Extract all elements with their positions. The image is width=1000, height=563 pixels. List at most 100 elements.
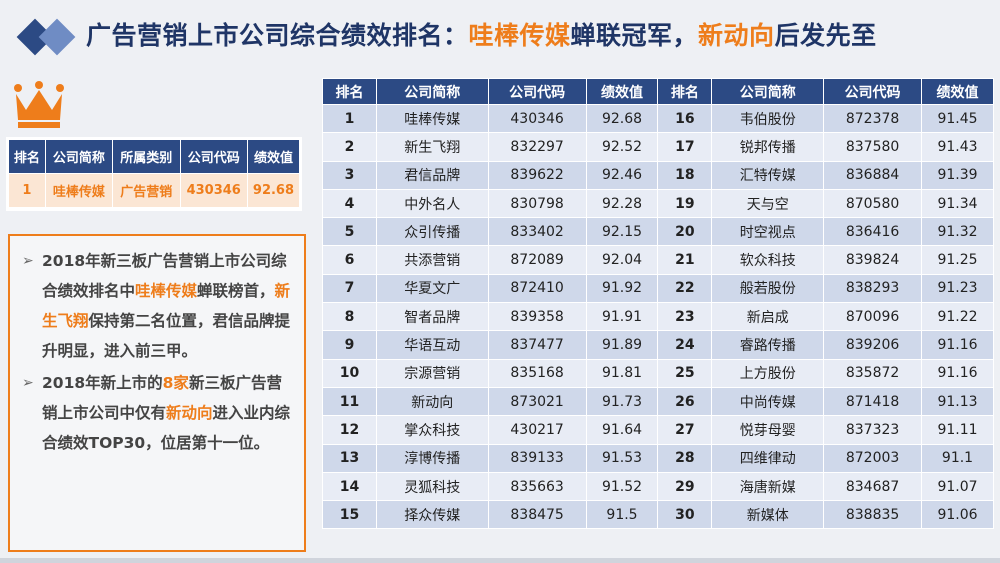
table-cell: 新生飞翔 (375, 132, 489, 162)
table-cell: 91.43 (921, 132, 994, 162)
table-cell: 91.34 (921, 188, 994, 219)
table-cell: 哇棒传媒 (375, 103, 489, 134)
table-row: 8 智者品牌 839358 91.91 23 新启成 870096 91.22 (322, 302, 994, 332)
table-cell: 广告营销 (112, 173, 181, 208)
table-cell: 5 (322, 217, 377, 247)
table-row: 1 哇棒传媒 430346 92.68 16 韦伯股份 872378 91.45 (322, 103, 994, 134)
table-row: 13 淳博传播 839133 91.53 28 四维律动 872003 91.1 (322, 443, 994, 473)
table-cell: 22 (657, 273, 713, 304)
table-cell: 时空视点 (711, 217, 825, 247)
table-row: 5 众引传播 833402 92.15 20 时空视点 836416 91.32 (322, 217, 994, 247)
table-cell: 92.52 (585, 132, 659, 162)
table-cell: 14 (322, 471, 377, 502)
table-cell: 91.73 (585, 386, 659, 417)
table-cell: 835663 (487, 471, 587, 502)
col-header: 公司简称 (375, 78, 489, 105)
table-cell: 91.22 (921, 302, 994, 332)
table-cell: 92.68 (246, 173, 301, 208)
table-row: 7 华夏文广 872410 91.92 22 般若股份 838293 91.23 (322, 273, 994, 304)
table-cell: 8 (322, 302, 377, 332)
table-cell: 838475 (487, 500, 587, 530)
table-cell: 834687 (823, 471, 923, 502)
table-cell: 92.04 (585, 245, 659, 275)
table-cell: 28 (657, 443, 713, 473)
table-cell: 91.16 (921, 330, 994, 360)
table-cell: 天与空 (711, 188, 825, 219)
table-row: 9 华语互动 837477 91.89 24 睿路传播 839206 91.16 (322, 330, 994, 360)
table-cell: 软众科技 (711, 245, 825, 275)
table-cell: 众引传播 (375, 217, 489, 247)
summary-bullet: ➢ 2018年新上市的8家新三板广告营销上市公司中仅有新动向进入业内综合绩效TO… (20, 368, 294, 458)
table-cell: 19 (657, 188, 713, 219)
table-row: 12 掌众科技 430217 91.64 27 悦芽母婴 837323 91.11 (322, 415, 994, 445)
table-cell: 11 (322, 386, 377, 417)
arrow-bullet-icon: ➢ (22, 375, 34, 391)
table-cell: 4 (322, 188, 377, 219)
table-cell: 26 (657, 386, 713, 417)
table-cell: 837323 (823, 415, 923, 445)
table-cell: 91.23 (921, 273, 994, 304)
table-cell: 18 (657, 160, 713, 190)
table-cell: 掌众科技 (375, 415, 489, 445)
table-cell: 灵狐科技 (375, 471, 489, 502)
bottom-bar (0, 558, 1000, 563)
table-cell: 833402 (487, 217, 587, 247)
table-row: 2 新生飞翔 832297 92.52 17 锐邦传播 837580 91.43 (322, 132, 994, 162)
table-cell: 27 (657, 415, 713, 445)
crown-icon (14, 81, 64, 128)
table-cell: 睿路传播 (711, 330, 825, 360)
table-cell: 91.1 (921, 443, 994, 473)
table-cell: 新媒体 (711, 500, 825, 530)
table-cell: 17 (657, 132, 713, 162)
table-cell: 837477 (487, 330, 587, 360)
table-cell: 悦芽母婴 (711, 415, 825, 445)
table-cell: 锐邦传播 (711, 132, 825, 162)
table-cell: 海唐新媒 (711, 471, 825, 502)
table-cell: 91.64 (585, 415, 659, 445)
page-title: 广告营销上市公司综合绩效排名：哇棒传媒蝉联冠军，新动向后发先至 (86, 21, 877, 50)
table-row: 6 共添营销 872089 92.04 21 软众科技 839824 91.25 (322, 245, 994, 275)
table-cell: 1 (322, 103, 377, 134)
table-cell: 91.5 (585, 500, 659, 530)
table-cell: 共添营销 (375, 245, 489, 275)
table-cell: 836416 (823, 217, 923, 247)
table-row: 1 哇棒传媒 广告营销 430346 92.68 (8, 173, 301, 208)
table-cell: 91.16 (921, 358, 994, 388)
table-cell: 华夏文广 (375, 273, 489, 304)
table-row: 15 择众传媒 838475 91.5 30 新媒体 838835 91.06 (322, 500, 994, 530)
col-header: 公司代码 (179, 139, 248, 174)
table-cell: 10 (322, 358, 377, 388)
table-cell: 25 (657, 358, 713, 388)
table-cell: 430217 (487, 415, 587, 445)
table-cell: 2 (322, 132, 377, 162)
table-cell: 四维律动 (711, 443, 825, 473)
table-cell: 中尚传媒 (711, 386, 825, 417)
table-cell: 淳博传播 (375, 443, 489, 473)
col-header: 排名 (8, 139, 46, 174)
table-cell: 择众传媒 (375, 500, 489, 530)
table-cell: 91.07 (921, 471, 994, 502)
table-cell: 91.06 (921, 500, 994, 530)
col-header: 公司简称 (44, 139, 114, 174)
col-header: 公司代码 (487, 78, 587, 105)
table-cell: 835168 (487, 358, 587, 388)
table-cell: 838293 (823, 273, 923, 304)
table-cell: 华语互动 (375, 330, 489, 360)
table-cell: 韦伯股份 (711, 103, 825, 134)
table-cell: 835872 (823, 358, 923, 388)
table-cell: 汇特传媒 (711, 160, 825, 190)
table-cell: 91.39 (921, 160, 994, 190)
col-header: 排名 (657, 78, 713, 105)
table-cell: 838835 (823, 500, 923, 530)
table-cell: 832297 (487, 132, 587, 162)
col-header: 所属类别 (112, 139, 181, 174)
diamond-logo-icon (16, 18, 76, 56)
table-cell: 430346 (179, 173, 248, 208)
col-header: 公司代码 (823, 78, 923, 105)
table-row: 11 新动向 873021 91.73 26 中尚传媒 871418 91.13 (322, 386, 994, 417)
table-cell: 830798 (487, 188, 587, 219)
table-cell: 92.68 (585, 103, 659, 134)
table-cell: 870096 (823, 302, 923, 332)
table-cell: 91.25 (921, 245, 994, 275)
table-cell: 23 (657, 302, 713, 332)
